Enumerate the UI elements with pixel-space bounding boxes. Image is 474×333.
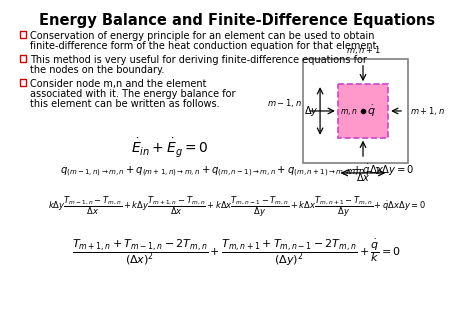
Text: $m-1,n$: $m-1,n$: [266, 97, 301, 109]
Bar: [19, 79, 26, 86]
Text: $\Delta y$: $\Delta y$: [304, 104, 319, 118]
Text: $q_{(m-1,n)\rightarrow m,n}+q_{(m+1,n)\rightarrow m,n}+q_{(m,n-1)\rightarrow m,n: $q_{(m-1,n)\rightarrow m,n}+q_{(m+1,n)\r…: [60, 162, 414, 178]
Text: the nodes on the boundary.: the nodes on the boundary.: [30, 65, 164, 75]
Text: Consider node m,n and the element: Consider node m,n and the element: [30, 79, 206, 89]
Bar: [338, 84, 388, 138]
Text: $m,n+1$: $m,n+1$: [346, 44, 380, 56]
Text: $m+1,n$: $m+1,n$: [410, 105, 445, 117]
Text: $\Delta x$: $\Delta x$: [356, 171, 370, 183]
Text: Energy Balance and Finite-Difference Equations: Energy Balance and Finite-Difference Equ…: [39, 13, 435, 28]
Bar: [303, 59, 408, 163]
Text: associated with it. The energy balance for: associated with it. The energy balance f…: [30, 89, 235, 99]
Text: finite-difference form of the heat conduction equation for that element.: finite-difference form of the heat condu…: [30, 41, 379, 51]
Text: $\dfrac{T_{m+1,n}+T_{m-1,n}-2T_{m,n}}{(\Delta x)^2}+\dfrac{T_{m,n+1}+T_{m,n-1}-2: $\dfrac{T_{m+1,n}+T_{m-1,n}-2T_{m,n}}{(\…: [73, 237, 401, 268]
Bar: [19, 55, 26, 62]
Text: this element can be written as follows.: this element can be written as follows.: [30, 99, 219, 109]
Text: Conservation of energy principle for an element can be used to obtain: Conservation of energy principle for an …: [30, 31, 374, 41]
Text: $m,n-1$: $m,n-1$: [346, 165, 380, 177]
Text: $m,n$: $m,n$: [340, 107, 357, 117]
Text: This method is very useful for deriving finite-difference equations for: This method is very useful for deriving …: [30, 55, 367, 65]
Bar: [19, 31, 26, 38]
Text: $\dot{E}_{in}+\dot{E}_{g}=0$: $\dot{E}_{in}+\dot{E}_{g}=0$: [131, 136, 209, 159]
Text: $\dot{q}$: $\dot{q}$: [367, 103, 375, 119]
Text: $k\Delta y\dfrac{T_{m-1,n}-T_{m,n}}{\Delta x}+k\Delta y\dfrac{T_{m+1,n}-T_{m,n}}: $k\Delta y\dfrac{T_{m-1,n}-T_{m,n}}{\Del…: [48, 194, 426, 218]
